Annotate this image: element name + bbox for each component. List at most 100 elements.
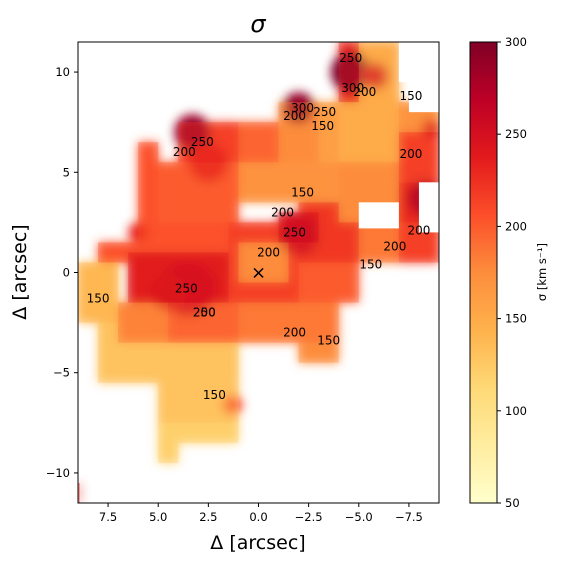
x-tick-label: 0.0 — [249, 510, 267, 524]
contour-label: 150 — [291, 185, 314, 199]
map-region-edge — [118, 302, 169, 343]
contour-label: 200 — [383, 239, 406, 253]
map-hotspot — [420, 118, 439, 139]
map-region-edge — [298, 342, 339, 363]
map-region-edge — [128, 252, 229, 303]
contour-label: 250 — [193, 306, 216, 320]
map-region-edge — [398, 182, 419, 223]
map-region-edge — [238, 162, 339, 203]
x-tick-label: −5.0 — [345, 510, 373, 524]
map-region — [78, 262, 119, 323]
x-tick-label: −2.5 — [295, 510, 323, 524]
map-region — [178, 422, 239, 443]
contour-label: 200 — [271, 205, 294, 219]
y-tick-label: −5 — [53, 366, 70, 380]
blank-cutout — [418, 182, 439, 233]
contour-label: 200 — [353, 85, 376, 99]
map-region — [118, 342, 239, 383]
map-region — [298, 342, 339, 363]
map-regions — [78, 42, 439, 503]
plot-title: σ — [250, 10, 266, 38]
map-region-edge — [158, 422, 179, 463]
contour-label: 300 — [291, 101, 314, 115]
map-region-edge — [358, 222, 399, 263]
map-region — [238, 162, 339, 203]
blank-cutout — [358, 202, 399, 229]
colorbar-tick-label: 50 — [505, 496, 520, 510]
map-region-edge — [158, 162, 239, 223]
map-hotspot — [282, 92, 315, 125]
x-tick-label: 5.0 — [149, 510, 167, 524]
map-region — [138, 222, 229, 253]
map-region-edge — [178, 122, 239, 163]
blank-cutout — [398, 42, 439, 83]
contour-label: 150 — [399, 89, 422, 103]
map-blank-regions — [358, 42, 439, 233]
map-region-edge — [298, 262, 359, 303]
map-region — [78, 482, 81, 503]
contour-label: 150 — [311, 119, 334, 133]
map-region-edge — [158, 382, 239, 423]
contour-label: 200 — [283, 109, 306, 123]
map-region-edge — [398, 122, 439, 183]
x-axis-title: Δ [arcsec] — [210, 532, 305, 554]
contour-label: 250 — [175, 282, 198, 296]
map-hotspot — [128, 222, 149, 243]
map-region-edge — [318, 102, 339, 163]
x-axis-ticks: 7.5 5.0 2.5 0.0 −2.5 −5.0 −7.5 — [99, 503, 423, 524]
contour-label: 300 — [341, 81, 364, 95]
y-axis-ticks: 10 5 0 −5 −10 — [46, 65, 78, 480]
map-region — [298, 262, 359, 303]
contour-label: 250 — [191, 135, 214, 149]
map-region-edge — [338, 82, 399, 163]
x-tick-label: 7.5 — [99, 510, 117, 524]
colorbar — [469, 41, 498, 504]
colorbar-tick-label: 300 — [505, 35, 527, 49]
map-region-edge — [168, 302, 239, 343]
y-tick-label: 0 — [63, 266, 70, 280]
map-region-edge — [338, 42, 359, 103]
map-hotspot — [188, 142, 229, 183]
contour-label: 200 — [173, 145, 196, 159]
y-tick-label: 5 — [63, 165, 70, 179]
colorbar-tick-label: 200 — [505, 219, 527, 233]
map-region-edge — [238, 122, 279, 163]
map-hotspot — [150, 274, 187, 311]
colorbar-ticks: 50 100 150 200 250 300 — [497, 35, 527, 510]
center-marker: × — [251, 263, 266, 284]
y-tick-label: −10 — [46, 466, 70, 480]
map-region-edge — [98, 322, 119, 383]
map-region-edge — [78, 482, 81, 503]
map-region — [238, 122, 279, 163]
contour-label: 200 — [257, 245, 280, 259]
map-region-edge — [78, 262, 119, 323]
x-tick-label: 2.5 — [199, 510, 217, 524]
contour-label: 200 — [193, 306, 216, 320]
map-region-edge — [298, 202, 359, 263]
map-region — [158, 422, 179, 463]
colorbar-tick-label: 250 — [505, 127, 527, 141]
center-marker-symbol: × — [251, 263, 266, 284]
map-region-edge — [238, 302, 339, 343]
contour-label: 150 — [87, 292, 110, 306]
map-region-edge — [238, 242, 289, 283]
map-region — [98, 322, 119, 383]
contour-label: 200 — [283, 326, 306, 340]
map-region-edge — [98, 242, 139, 263]
contour-label: 200 — [399, 147, 422, 161]
y-axis-title: Δ [arcsec] — [9, 224, 31, 319]
map-region — [358, 222, 399, 263]
map-region-edge — [278, 102, 319, 163]
map-region-edge — [138, 142, 159, 223]
map-region-edge — [228, 222, 299, 303]
map-hotspot — [222, 394, 243, 415]
map-hotspot — [330, 52, 371, 93]
map-region — [318, 102, 339, 163]
map-region-edge — [278, 212, 319, 243]
x-tick-label: −7.5 — [395, 510, 423, 524]
map-region-edge — [118, 342, 239, 383]
y-tick-label: 10 — [55, 65, 70, 79]
contour-label: 150 — [359, 257, 382, 271]
colorbar-tick-label: 150 — [505, 312, 527, 326]
